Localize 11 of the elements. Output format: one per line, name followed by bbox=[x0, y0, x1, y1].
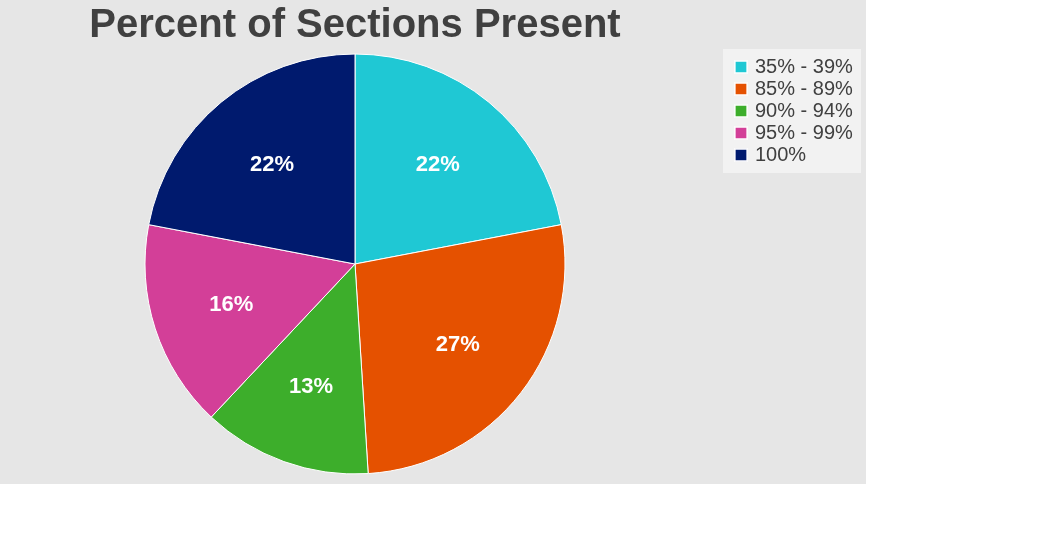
data-label: 13% bbox=[288, 373, 333, 399]
legend-label: 90% - 94% bbox=[755, 99, 854, 121]
data-label: 22% bbox=[415, 150, 460, 176]
legend-label: 35% - 39% bbox=[755, 55, 854, 77]
data-label: 27% bbox=[435, 330, 480, 356]
legend-label: 100% bbox=[755, 143, 807, 165]
legend-label: 95% - 99% bbox=[755, 121, 854, 143]
chart-title: Percent of Sections Present bbox=[89, 1, 621, 45]
data-label: 16% bbox=[209, 291, 254, 317]
data-label: 22% bbox=[250, 150, 295, 176]
legend-label: 85% - 89% bbox=[755, 77, 854, 99]
